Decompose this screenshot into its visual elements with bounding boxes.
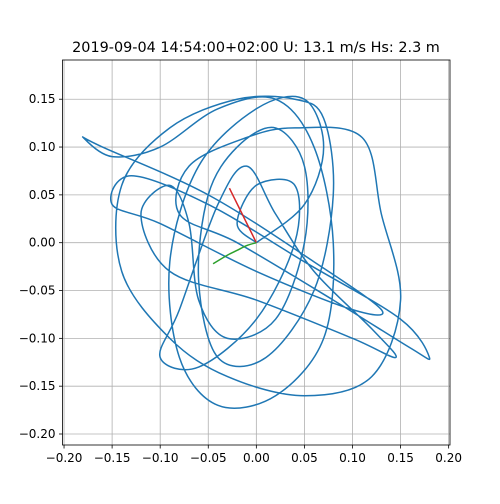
x-tick-label: 0.00 bbox=[243, 451, 270, 465]
y-tick-label: 0.15 bbox=[29, 92, 56, 106]
y-tick-label: 0.10 bbox=[29, 140, 56, 154]
y-tick-label: 0.05 bbox=[29, 188, 56, 202]
trajectory-line bbox=[212, 241, 257, 265]
x-tick-label: −0.20 bbox=[46, 451, 83, 465]
chart-title: 2019-09-04 14:54:00+02:00 U: 13.1 m/s Hs… bbox=[72, 40, 440, 56]
x-tick-label: 0.10 bbox=[339, 451, 366, 465]
x-tick-label: 0.15 bbox=[387, 451, 414, 465]
x-tick-label: −0.05 bbox=[190, 451, 227, 465]
y-tick-label: −0.15 bbox=[19, 379, 56, 393]
x-tick-label: −0.15 bbox=[94, 451, 131, 465]
y-tick-label: −0.10 bbox=[19, 331, 56, 345]
x-tick-label: 0.05 bbox=[291, 451, 318, 465]
trajectory-line bbox=[228, 187, 258, 244]
y-tick-label: −0.20 bbox=[19, 427, 56, 441]
x-tick-label: −0.10 bbox=[142, 451, 179, 465]
y-tick-label: 0.00 bbox=[29, 236, 56, 250]
x-tick-label: 0.20 bbox=[435, 451, 462, 465]
trajectory-line bbox=[81, 95, 431, 409]
plot-area bbox=[81, 95, 431, 409]
y-tick-label: −0.05 bbox=[19, 284, 56, 298]
